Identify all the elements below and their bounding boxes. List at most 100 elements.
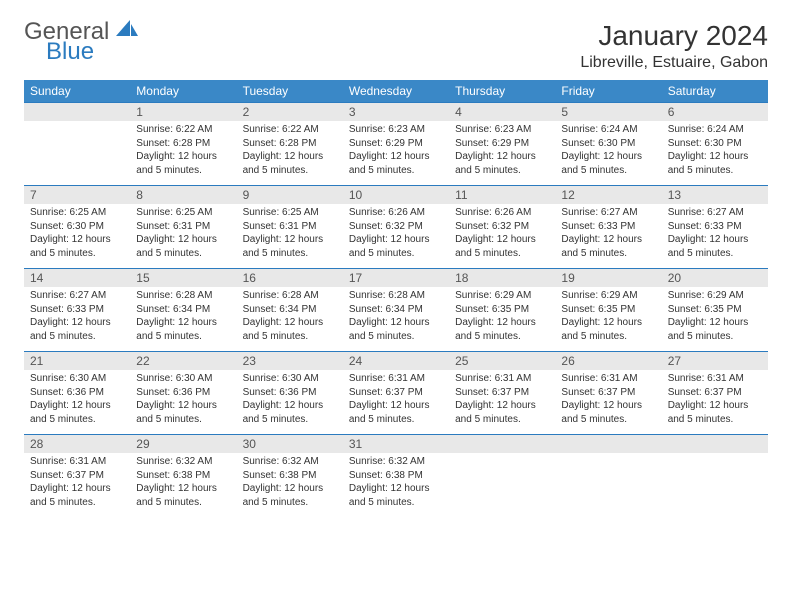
day-header-tuesday: Tuesday (237, 80, 343, 103)
day-content: Sunrise: 6:31 AMSunset: 6:37 PMDaylight:… (662, 370, 768, 434)
week-row: 28Sunrise: 6:31 AMSunset: 6:37 PMDayligh… (24, 435, 768, 518)
day-content: Sunrise: 6:29 AMSunset: 6:35 PMDaylight:… (662, 287, 768, 351)
day-content: Sunrise: 6:32 AMSunset: 6:38 PMDaylight:… (343, 453, 449, 517)
day-number: 20 (662, 269, 768, 287)
day-content: Sunrise: 6:30 AMSunset: 6:36 PMDaylight:… (24, 370, 130, 434)
empty-day-content (24, 121, 130, 145)
day-number: 15 (130, 269, 236, 287)
empty-day-content (449, 453, 555, 477)
day-content: Sunrise: 6:31 AMSunset: 6:37 PMDaylight:… (449, 370, 555, 434)
day-cell: 14Sunrise: 6:27 AMSunset: 6:33 PMDayligh… (24, 269, 130, 352)
day-cell: 18Sunrise: 6:29 AMSunset: 6:35 PMDayligh… (449, 269, 555, 352)
day-cell: 20Sunrise: 6:29 AMSunset: 6:35 PMDayligh… (662, 269, 768, 352)
title-block: January 2024 Libreville, Estuaire, Gabon (580, 20, 768, 72)
day-content: Sunrise: 6:23 AMSunset: 6:29 PMDaylight:… (449, 121, 555, 185)
day-cell: 15Sunrise: 6:28 AMSunset: 6:34 PMDayligh… (130, 269, 236, 352)
day-cell: 3Sunrise: 6:23 AMSunset: 6:29 PMDaylight… (343, 103, 449, 186)
day-number: 12 (555, 186, 661, 204)
day-number: 10 (343, 186, 449, 204)
day-header-saturday: Saturday (662, 80, 768, 103)
empty-day-cell (449, 435, 555, 518)
day-cell: 16Sunrise: 6:28 AMSunset: 6:34 PMDayligh… (237, 269, 343, 352)
day-cell: 7Sunrise: 6:25 AMSunset: 6:30 PMDaylight… (24, 186, 130, 269)
day-content: Sunrise: 6:25 AMSunset: 6:30 PMDaylight:… (24, 204, 130, 268)
calendar-table: Sunday Monday Tuesday Wednesday Thursday… (24, 80, 768, 517)
day-header-sunday: Sunday (24, 80, 130, 103)
day-cell: 31Sunrise: 6:32 AMSunset: 6:38 PMDayligh… (343, 435, 449, 518)
day-cell: 23Sunrise: 6:30 AMSunset: 6:36 PMDayligh… (237, 352, 343, 435)
day-number: 7 (24, 186, 130, 204)
day-content: Sunrise: 6:27 AMSunset: 6:33 PMDaylight:… (662, 204, 768, 268)
day-number: 24 (343, 352, 449, 370)
day-number: 26 (555, 352, 661, 370)
day-content: Sunrise: 6:24 AMSunset: 6:30 PMDaylight:… (662, 121, 768, 185)
day-content: Sunrise: 6:31 AMSunset: 6:37 PMDaylight:… (24, 453, 130, 517)
day-cell: 6Sunrise: 6:24 AMSunset: 6:30 PMDaylight… (662, 103, 768, 186)
day-number: 2 (237, 103, 343, 121)
day-number: 27 (662, 352, 768, 370)
day-content: Sunrise: 6:22 AMSunset: 6:28 PMDaylight:… (130, 121, 236, 185)
logo-text-block: General Blue (24, 20, 138, 64)
day-cell: 27Sunrise: 6:31 AMSunset: 6:37 PMDayligh… (662, 352, 768, 435)
location: Libreville, Estuaire, Gabon (580, 54, 768, 72)
day-cell: 2Sunrise: 6:22 AMSunset: 6:28 PMDaylight… (237, 103, 343, 186)
day-number: 22 (130, 352, 236, 370)
day-cell: 8Sunrise: 6:25 AMSunset: 6:31 PMDaylight… (130, 186, 236, 269)
day-content: Sunrise: 6:30 AMSunset: 6:36 PMDaylight:… (237, 370, 343, 434)
empty-day-content (662, 453, 768, 477)
day-cell: 17Sunrise: 6:28 AMSunset: 6:34 PMDayligh… (343, 269, 449, 352)
day-number: 5 (555, 103, 661, 121)
day-content: Sunrise: 6:25 AMSunset: 6:31 PMDaylight:… (237, 204, 343, 268)
day-number: 18 (449, 269, 555, 287)
day-content: Sunrise: 6:27 AMSunset: 6:33 PMDaylight:… (24, 287, 130, 351)
day-cell: 12Sunrise: 6:27 AMSunset: 6:33 PMDayligh… (555, 186, 661, 269)
day-number: 30 (237, 435, 343, 453)
day-content: Sunrise: 6:31 AMSunset: 6:37 PMDaylight:… (343, 370, 449, 434)
month-title: January 2024 (580, 20, 768, 52)
day-content: Sunrise: 6:32 AMSunset: 6:38 PMDaylight:… (130, 453, 236, 517)
day-content: Sunrise: 6:28 AMSunset: 6:34 PMDaylight:… (130, 287, 236, 351)
header: General Blue January 2024 Libreville, Es… (24, 20, 768, 72)
day-content: Sunrise: 6:31 AMSunset: 6:37 PMDaylight:… (555, 370, 661, 434)
day-number: 4 (449, 103, 555, 121)
empty-day-cell (24, 103, 130, 186)
day-number: 9 (237, 186, 343, 204)
day-content: Sunrise: 6:26 AMSunset: 6:32 PMDaylight:… (343, 204, 449, 268)
day-cell: 25Sunrise: 6:31 AMSunset: 6:37 PMDayligh… (449, 352, 555, 435)
day-content: Sunrise: 6:28 AMSunset: 6:34 PMDaylight:… (237, 287, 343, 351)
empty-day-cell (555, 435, 661, 518)
day-cell: 11Sunrise: 6:26 AMSunset: 6:32 PMDayligh… (449, 186, 555, 269)
day-content: Sunrise: 6:22 AMSunset: 6:28 PMDaylight:… (237, 121, 343, 185)
day-cell: 19Sunrise: 6:29 AMSunset: 6:35 PMDayligh… (555, 269, 661, 352)
day-number: 28 (24, 435, 130, 453)
day-cell: 29Sunrise: 6:32 AMSunset: 6:38 PMDayligh… (130, 435, 236, 518)
day-header-monday: Monday (130, 80, 236, 103)
day-number: 1 (130, 103, 236, 121)
day-header-wednesday: Wednesday (343, 80, 449, 103)
day-number: 13 (662, 186, 768, 204)
week-row: 1Sunrise: 6:22 AMSunset: 6:28 PMDaylight… (24, 103, 768, 186)
day-content: Sunrise: 6:27 AMSunset: 6:33 PMDaylight:… (555, 204, 661, 268)
week-row: 7Sunrise: 6:25 AMSunset: 6:30 PMDaylight… (24, 186, 768, 269)
day-number: 19 (555, 269, 661, 287)
day-cell: 21Sunrise: 6:30 AMSunset: 6:36 PMDayligh… (24, 352, 130, 435)
week-row: 14Sunrise: 6:27 AMSunset: 6:33 PMDayligh… (24, 269, 768, 352)
day-cell: 5Sunrise: 6:24 AMSunset: 6:30 PMDaylight… (555, 103, 661, 186)
day-header-thursday: Thursday (449, 80, 555, 103)
day-header-row: Sunday Monday Tuesday Wednesday Thursday… (24, 80, 768, 103)
day-content: Sunrise: 6:28 AMSunset: 6:34 PMDaylight:… (343, 287, 449, 351)
empty-day-number (24, 103, 130, 121)
day-number: 17 (343, 269, 449, 287)
day-cell: 10Sunrise: 6:26 AMSunset: 6:32 PMDayligh… (343, 186, 449, 269)
day-number: 14 (24, 269, 130, 287)
day-number: 8 (130, 186, 236, 204)
day-cell: 1Sunrise: 6:22 AMSunset: 6:28 PMDaylight… (130, 103, 236, 186)
day-content: Sunrise: 6:32 AMSunset: 6:38 PMDaylight:… (237, 453, 343, 517)
day-number: 11 (449, 186, 555, 204)
day-header-friday: Friday (555, 80, 661, 103)
day-content: Sunrise: 6:23 AMSunset: 6:29 PMDaylight:… (343, 121, 449, 185)
week-row: 21Sunrise: 6:30 AMSunset: 6:36 PMDayligh… (24, 352, 768, 435)
empty-day-number (662, 435, 768, 453)
day-content: Sunrise: 6:29 AMSunset: 6:35 PMDaylight:… (555, 287, 661, 351)
day-number: 25 (449, 352, 555, 370)
